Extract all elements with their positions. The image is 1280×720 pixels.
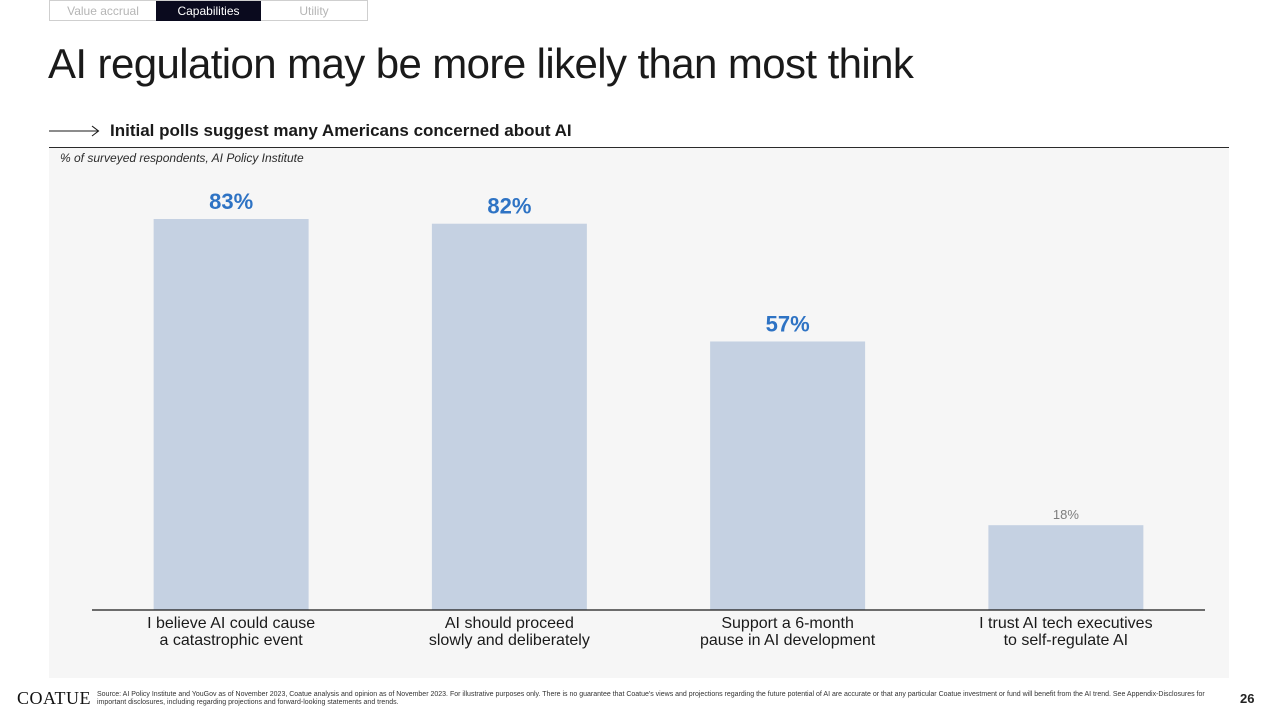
chart-subtitle: Initial polls suggest many Americans con… xyxy=(110,121,572,140)
bar xyxy=(153,219,309,610)
tab-utility[interactable]: Utility xyxy=(299,4,329,18)
bar-value-label: 57% xyxy=(766,311,810,336)
chart-note: % of surveyed respondents, AI Policy Ins… xyxy=(60,151,304,165)
company-logo: COATUE xyxy=(17,688,91,708)
subtitle-divider xyxy=(49,147,1229,148)
long-right-arrow-icon xyxy=(49,125,100,137)
subtitle-row: Initial polls suggest many Americans con… xyxy=(49,119,572,143)
category-label: a catastrophic event xyxy=(160,632,304,649)
bar xyxy=(431,223,587,610)
source-disclaimer: Source: AI Policy Institute and YouGov a… xyxy=(97,691,1205,706)
tab-capabilities[interactable]: Capabilities xyxy=(156,1,261,21)
page-number: 26 xyxy=(1240,691,1255,706)
bar-value-label: 83% xyxy=(209,189,253,214)
category-label: slowly and deliberately xyxy=(429,632,590,649)
category-label: Support a 6-month xyxy=(721,615,854,632)
bar-value-label: 82% xyxy=(487,194,531,219)
bar xyxy=(710,341,866,610)
category-label: I trust AI tech executives xyxy=(979,615,1152,632)
section-tabs: Value accrual Capabilities Utility xyxy=(49,0,368,21)
bar-value-label: 18% xyxy=(1053,507,1079,522)
category-label: I believe AI could cause xyxy=(147,615,315,632)
tab-value-accrual[interactable]: Value accrual xyxy=(67,4,139,18)
category-label: AI should proceed xyxy=(445,615,574,632)
page-title: AI regulation may be more likely than mo… xyxy=(48,40,914,87)
category-label: to self-regulate AI xyxy=(1004,632,1129,649)
bar xyxy=(988,525,1144,610)
category-label: pause in AI development xyxy=(700,632,876,649)
